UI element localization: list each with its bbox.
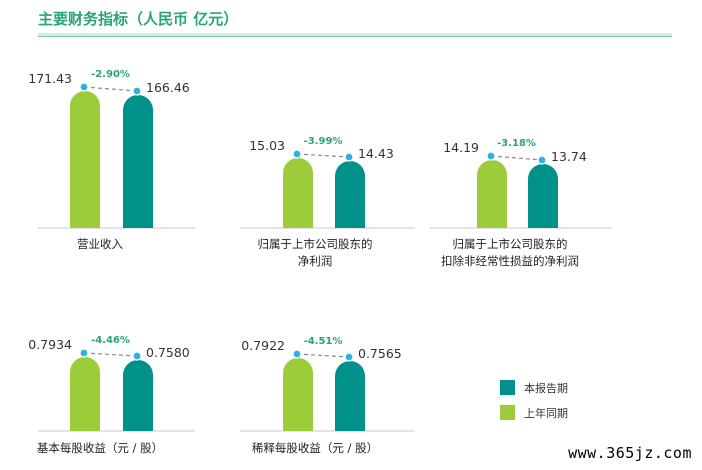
bar-current-period	[335, 161, 365, 228]
bar-current-period	[123, 94, 153, 228]
bar-current-period	[123, 360, 153, 431]
change-connector	[296, 353, 350, 358]
category-label: 扣除非经常性损益的净利润	[441, 254, 579, 268]
dot-previous	[486, 151, 496, 161]
bar-previous-period	[477, 160, 507, 228]
category-label: 基本每股收益（元 / 股）	[37, 441, 163, 455]
data-label-previous: 0.7922	[241, 338, 285, 353]
title-underline-line	[38, 36, 672, 37]
bar-previous-period	[70, 357, 100, 431]
data-label-current: 0.7580	[146, 345, 190, 360]
dot-previous	[79, 348, 89, 358]
watermark: www.365jz.com	[568, 444, 692, 462]
category-label: 稀释每股收益（元 / 股）	[252, 441, 378, 455]
dot-current	[537, 155, 547, 165]
change-connector	[83, 352, 138, 357]
data-label-current: 13.74	[551, 149, 587, 164]
category-label: 归属于上市公司股东的	[258, 237, 373, 251]
data-label-previous: 171.43	[28, 71, 72, 86]
bar-current-period	[335, 361, 365, 431]
data-label-previous: 15.03	[249, 138, 285, 153]
change-percentage: -3.99%	[304, 136, 343, 147]
legend-label-previous: 上年同期	[524, 407, 568, 420]
legend-swatch-current	[500, 380, 515, 395]
dot-current	[132, 86, 142, 96]
change-percentage: -3.18%	[497, 138, 536, 149]
bar-current-period	[528, 164, 558, 228]
change-connector	[296, 153, 350, 158]
category-label: 营业收入	[77, 237, 123, 251]
category-label: 归属于上市公司股东的	[453, 237, 568, 251]
legend-swatch-previous	[500, 405, 515, 420]
change-percentage: -2.90%	[91, 69, 130, 80]
dot-current	[132, 351, 142, 361]
dot-current	[344, 352, 354, 362]
bar-previous-period	[70, 91, 100, 228]
change-percentage: -4.51%	[304, 336, 343, 347]
data-label-current: 0.7565	[358, 346, 402, 361]
category-label: 净利润	[298, 254, 333, 268]
bar-previous-period	[283, 158, 313, 228]
change-percentage: -4.46%	[91, 335, 130, 346]
data-label-previous: 14.19	[443, 140, 479, 155]
change-connector	[83, 86, 138, 92]
legend-label-current: 本报告期	[524, 382, 568, 395]
page-title: 主要财务指标（人民币 亿元）	[38, 10, 239, 28]
bar-previous-period	[283, 358, 313, 431]
title-underline	[38, 33, 672, 36]
change-connector	[490, 155, 543, 161]
dot-previous	[79, 82, 89, 92]
dot-previous	[292, 349, 302, 359]
data-label-previous: 0.7934	[28, 337, 72, 352]
data-label-current: 14.43	[358, 146, 394, 161]
dot-current	[344, 152, 354, 162]
dot-previous	[292, 149, 302, 159]
data-label-current: 166.46	[146, 80, 190, 95]
